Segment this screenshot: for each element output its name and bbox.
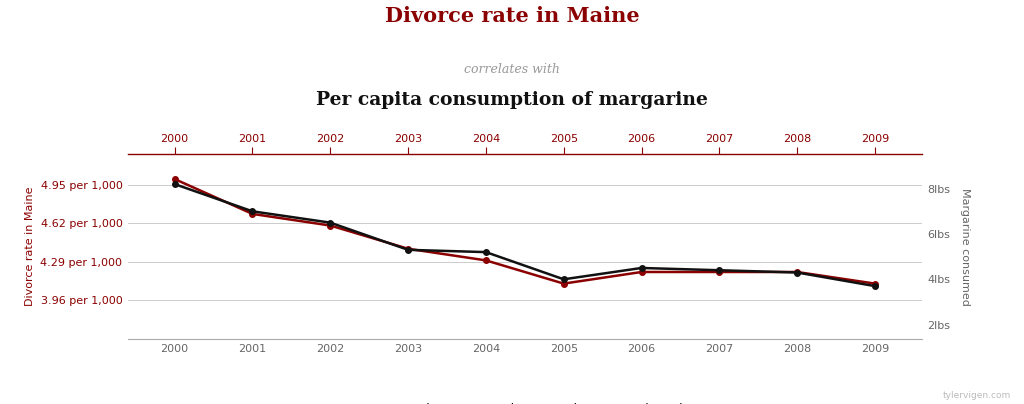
Y-axis label: Margarine consumed: Margarine consumed: [959, 187, 970, 305]
Text: Per capita consumption of margarine: Per capita consumption of margarine: [316, 91, 708, 109]
Margarine consumed: [480, 250, 493, 255]
Text: tylervigen.com: tylervigen.com: [942, 391, 1011, 400]
Divorce rate in Maine: [635, 269, 647, 274]
Margarine consumed: [402, 247, 415, 252]
Margarine consumed: [713, 268, 725, 273]
Margarine consumed: [557, 277, 569, 282]
Margarine consumed: [247, 209, 259, 214]
Divorce rate in Maine: [791, 269, 803, 274]
Divorce rate in Maine: [868, 281, 881, 286]
Divorce rate in Maine: [169, 177, 181, 181]
Margarine consumed: [791, 270, 803, 275]
Margarine consumed: [325, 220, 337, 225]
Divorce rate in Maine: [247, 212, 259, 217]
Margarine consumed: [635, 265, 647, 270]
Line: Divorce rate in Maine: Divorce rate in Maine: [172, 176, 878, 286]
Text: Divorce rate in Maine: Divorce rate in Maine: [385, 6, 639, 26]
Divorce rate in Maine: [713, 269, 725, 274]
Text: correlates with: correlates with: [464, 63, 560, 76]
Margarine consumed: [169, 182, 181, 187]
Margarine consumed: [868, 284, 881, 288]
Divorce rate in Maine: [557, 281, 569, 286]
Line: Margarine consumed: Margarine consumed: [172, 181, 878, 289]
Divorce rate in Maine: [402, 246, 415, 251]
Divorce rate in Maine: [325, 223, 337, 228]
Legend: Margarine consumed, Divorce rate in Maine: Margarine consumed, Divorce rate in Main…: [346, 398, 703, 404]
Divorce rate in Maine: [480, 258, 493, 263]
Y-axis label: Divorce rate in Maine: Divorce rate in Maine: [25, 187, 35, 306]
